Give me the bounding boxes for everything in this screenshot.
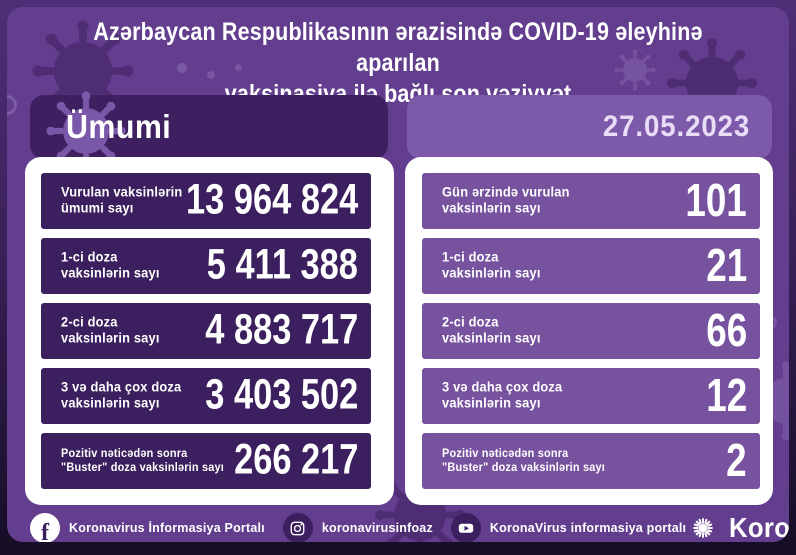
stat-value: 2: [726, 434, 747, 487]
dot-decoration: [207, 71, 215, 79]
stat-row-daily-third-dose: 3 və daha çox doza vaksinlərin sayı 12: [422, 368, 760, 424]
stat-label: 3 və daha çox doza vaksinlərin sayı: [61, 379, 182, 411]
instagram-icon: [282, 513, 313, 542]
facebook-link: f Koronavirus İnformasiya Portalı: [30, 513, 265, 542]
footer: f Koronavirus İnformasiya Portalı korona…: [30, 509, 789, 542]
main-panel: Azərbaycan Respublikasının ərazisində CO…: [7, 7, 789, 542]
left-panel-header: Ümumi: [30, 95, 388, 159]
left-panel-title: Ümumi: [66, 108, 172, 145]
stat-label: 2-ci doza vaksinlərin sayı: [442, 314, 541, 346]
stat-row-third-dose: 3 və daha çox doza vaksinlərin sayı 3 40…: [41, 368, 371, 424]
right-panel-header: 27.05.2023: [407, 95, 772, 159]
stat-row-second-dose: 2-ci doza vaksinlərin sayı 4 883 717: [41, 303, 371, 359]
koronavirus-logo-icon: [693, 518, 714, 538]
stat-value: 266 217: [233, 435, 358, 484]
stat-row-booster: Pozitiv nəticədən sonra "Buster" doza va…: [41, 433, 371, 489]
facebook-icon: f: [30, 513, 60, 542]
stat-value: 5 411 388: [206, 240, 358, 289]
stat-row-daily-booster: Pozitiv nəticədən sonra "Buster" doza va…: [422, 433, 760, 489]
stat-label: 2-ci doza vaksinlərin sayı: [61, 314, 160, 346]
stat-label: 1-ci doza vaksinlərin sayı: [61, 249, 160, 281]
instagram-link: koronavirusinfoaz: [282, 513, 433, 542]
stat-value: 66: [706, 304, 747, 357]
ring-decoration: [7, 95, 17, 115]
instagram-label: koronavirusinfoaz: [321, 521, 433, 535]
report-date: 27.05.2023: [602, 110, 750, 143]
stat-value: 3 403 502: [204, 370, 358, 419]
youtube-link: KoronaVirus informasiya portalı: [450, 513, 687, 542]
stat-row-daily-second-dose: 2-ci doza vaksinlərin sayı 66: [422, 303, 760, 359]
stat-label: Pozitiv nəticədən sonra "Buster" doza va…: [61, 447, 225, 474]
stat-row-daily-total: Gün ərzində vurulan vaksinlərin sayı 101: [422, 173, 760, 229]
stat-value: 101: [685, 174, 747, 227]
daily-card: Gün ərzində vurulan vaksinlərin sayı 101…: [405, 157, 773, 505]
dot-decoration: [177, 63, 187, 73]
stat-label: Vurulan vaksinlərin ümumi sayı: [61, 184, 183, 216]
stat-label: Pozitiv nəticədən sonra "Buster" doza va…: [442, 447, 606, 474]
page-title: Azərbaycan Respublikasının ərazisində CO…: [93, 18, 703, 108]
stat-value: 21: [706, 239, 747, 292]
youtube-icon: [450, 513, 481, 542]
stat-label: Gün ərzində vurulan vaksinlərin sayı: [442, 184, 570, 216]
logo-text: KoronaVirus: [729, 512, 789, 542]
stat-value: 4 883 717: [204, 305, 358, 354]
dot-decoration: [235, 64, 242, 71]
stat-label: 3 və daha çox doza vaksinlərin sayı: [442, 379, 563, 411]
totals-card: Vurulan vaksinlərin ümumi sayı 13 964 82…: [25, 157, 394, 505]
stat-row-first-dose: 1-ci doza vaksinlərin sayı 5 411 388: [41, 238, 371, 294]
stat-label: 1-ci doza vaksinlərin sayı: [442, 249, 541, 281]
koronavirus-logo: KoronaVirus info: [686, 511, 789, 542]
stat-row-total-vaccines: Vurulan vaksinlərin ümumi sayı 13 964 82…: [41, 173, 371, 229]
facebook-label: Koronavirus İnformasiya Portalı: [69, 521, 265, 535]
stat-value: 12: [706, 369, 747, 422]
stat-row-daily-first-dose: 1-ci doza vaksinlərin sayı 21: [422, 238, 760, 294]
youtube-label: KoronaVirus informasiya portalı: [489, 521, 687, 535]
stat-value: 13 964 824: [185, 175, 358, 224]
